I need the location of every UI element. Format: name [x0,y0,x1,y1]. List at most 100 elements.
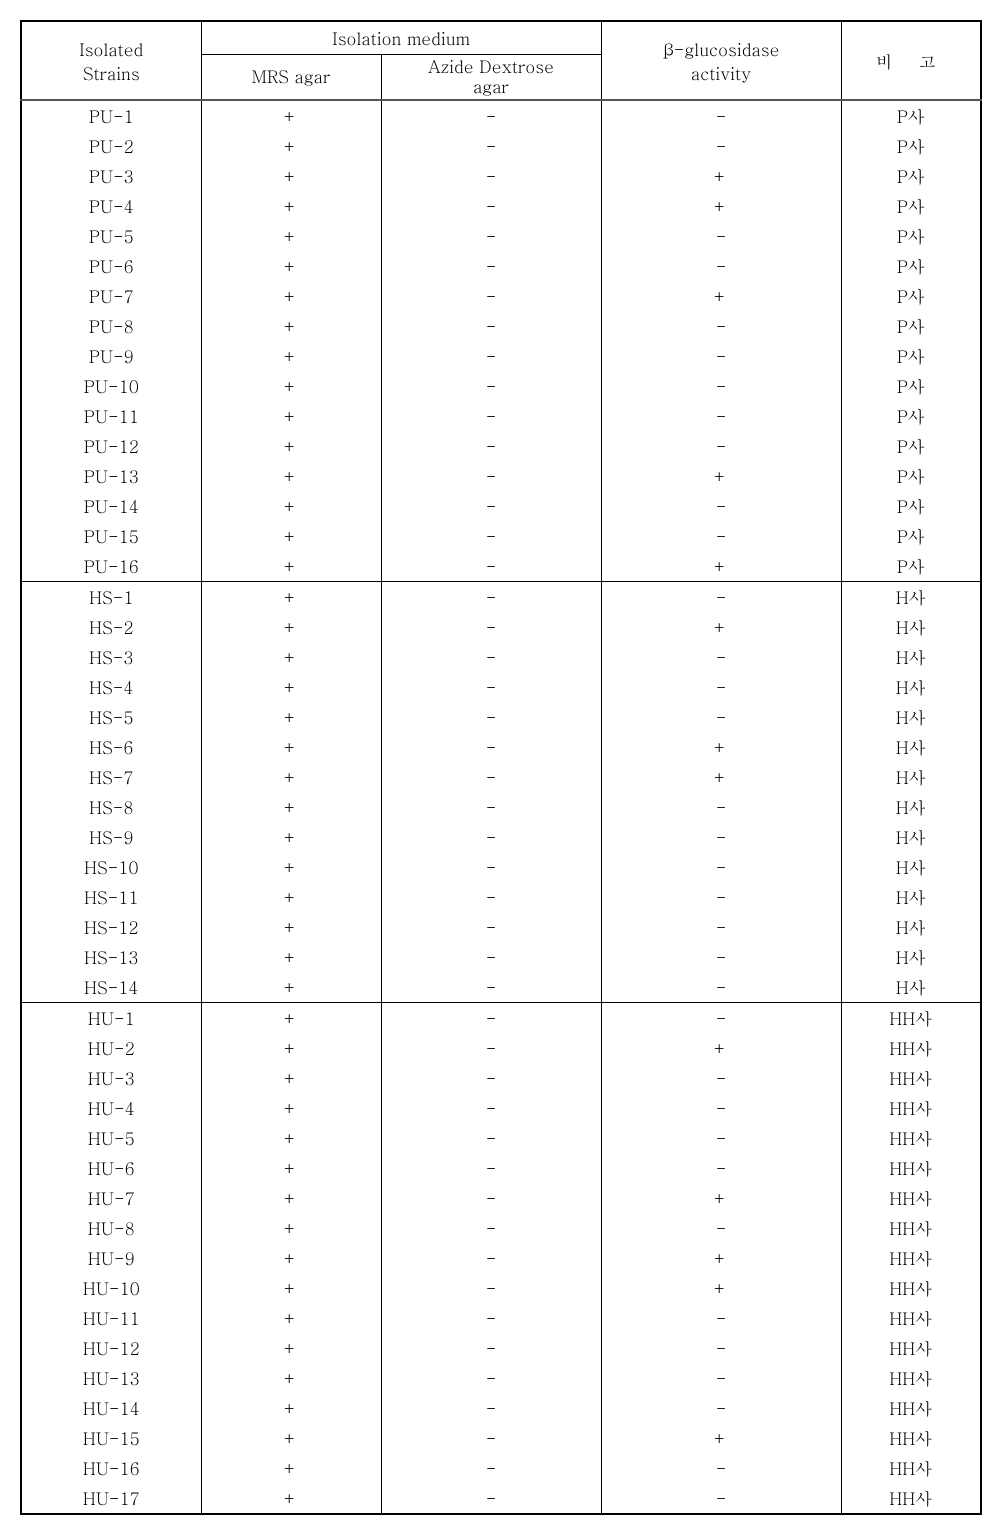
table-row: HU-6+--HH사 [21,1153,981,1183]
cell-azide: - [381,100,601,131]
cell-azide: - [381,401,601,431]
cell-activity: + [601,281,841,311]
cell-azide: - [381,191,601,221]
cell-azide: - [381,672,601,702]
table-row: PU-14+--P사 [21,491,981,521]
table-row: HU-7+-+HH사 [21,1183,981,1213]
cell-mrs: + [201,1093,381,1123]
cell-azide: - [381,612,601,642]
cell-remark: P사 [841,371,981,401]
cell-remark: H사 [841,972,981,1003]
cell-activity: - [601,1003,841,1034]
table-row: HS-11+--H사 [21,882,981,912]
cell-strain: HS-11 [21,882,201,912]
table-row: HS-1+--H사 [21,582,981,613]
cell-azide: - [381,1123,601,1153]
table-row: PU-16+-+P사 [21,551,981,582]
cell-mrs: + [201,1393,381,1423]
cell-mrs: + [201,732,381,762]
table-row: PU-4+-+P사 [21,191,981,221]
cell-activity: - [601,792,841,822]
table-row: PU-11+--P사 [21,401,981,431]
cell-mrs: + [201,221,381,251]
cell-remark: HH사 [841,1063,981,1093]
cell-azide: - [381,311,601,341]
cell-mrs: + [201,1273,381,1303]
cell-remark: H사 [841,822,981,852]
cell-azide: - [381,521,601,551]
cell-activity: - [601,1093,841,1123]
cell-azide: - [381,1273,601,1303]
cell-strain: HU-11 [21,1303,201,1333]
col-mrs: MRS agar [201,55,381,101]
col-remark: 비 고 [841,21,981,100]
cell-remark: H사 [841,612,981,642]
cell-strain: HS-10 [21,852,201,882]
cell-remark: P사 [841,491,981,521]
table-row: HS-9+--H사 [21,822,981,852]
cell-azide: - [381,942,601,972]
cell-azide: - [381,642,601,672]
cell-remark: HH사 [841,1393,981,1423]
cell-mrs: + [201,401,381,431]
cell-strain: PU-4 [21,191,201,221]
cell-activity: - [601,521,841,551]
cell-mrs: + [201,100,381,131]
cell-remark: P사 [841,551,981,582]
cell-activity: + [601,461,841,491]
cell-azide: - [381,461,601,491]
cell-strain: HU-15 [21,1423,201,1453]
cell-activity: - [601,582,841,613]
cell-mrs: + [201,1123,381,1153]
table-row: HU-4+--HH사 [21,1093,981,1123]
cell-azide: - [381,822,601,852]
col-strains: IsolatedStrains [21,21,201,100]
cell-strain: PU-15 [21,521,201,551]
cell-strain: HU-4 [21,1093,201,1123]
cell-strain: HU-14 [21,1393,201,1423]
cell-activity: + [601,161,841,191]
cell-remark: H사 [841,882,981,912]
cell-remark: H사 [841,702,981,732]
cell-mrs: + [201,852,381,882]
cell-activity: - [601,1123,841,1153]
cell-mrs: + [201,191,381,221]
cell-azide: - [381,1423,601,1453]
cell-azide: - [381,1243,601,1273]
cell-strain: HS-5 [21,702,201,732]
cell-mrs: + [201,341,381,371]
table-row: HU-11+--HH사 [21,1303,981,1333]
cell-mrs: + [201,311,381,341]
cell-strain: HU-8 [21,1213,201,1243]
table-row: HU-15+-+HH사 [21,1423,981,1453]
cell-strain: HU-3 [21,1063,201,1093]
table-row: HS-2+-+H사 [21,612,981,642]
cell-strain: HS-9 [21,822,201,852]
cell-strain: HS-6 [21,732,201,762]
table-row: HU-16+--HH사 [21,1453,981,1483]
cell-strain: PU-14 [21,491,201,521]
cell-strain: HS-2 [21,612,201,642]
cell-mrs: + [201,1213,381,1243]
cell-strain: HU-9 [21,1243,201,1273]
cell-strain: HU-17 [21,1483,201,1514]
cell-strain: HS-8 [21,792,201,822]
cell-mrs: + [201,1423,381,1453]
table-row: HU-8+--HH사 [21,1213,981,1243]
cell-remark: P사 [841,341,981,371]
cell-activity: - [601,1063,841,1093]
cell-activity: + [601,1183,841,1213]
cell-remark: P사 [841,100,981,131]
cell-activity: + [601,191,841,221]
cell-activity: - [601,882,841,912]
cell-remark: H사 [841,732,981,762]
cell-remark: P사 [841,191,981,221]
cell-mrs: + [201,551,381,582]
table-row: HU-2+-+HH사 [21,1033,981,1063]
cell-remark: H사 [841,642,981,672]
cell-azide: - [381,1483,601,1514]
cell-mrs: + [201,1483,381,1514]
cell-strain: PU-5 [21,221,201,251]
cell-mrs: + [201,942,381,972]
cell-remark: HH사 [841,1213,981,1243]
